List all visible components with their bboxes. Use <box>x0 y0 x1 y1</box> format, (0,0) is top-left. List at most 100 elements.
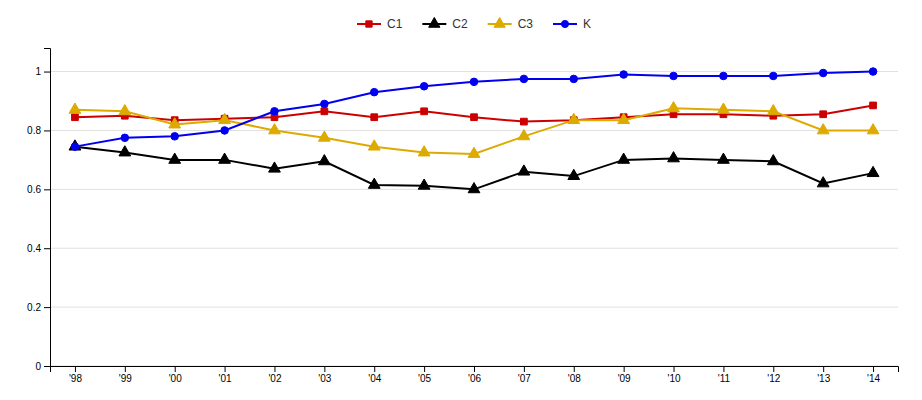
legend-label: C1 <box>387 17 403 31</box>
point <box>620 71 628 79</box>
grid-line <box>50 71 898 72</box>
point <box>221 127 229 135</box>
tick: '13 <box>817 366 830 384</box>
grid-line <box>50 130 898 131</box>
tick: '10 <box>668 366 681 384</box>
tick: '06 <box>468 366 481 384</box>
tick-label: '07 <box>518 373 531 384</box>
point <box>171 133 179 141</box>
legend-item: K <box>553 17 591 31</box>
point <box>520 75 528 83</box>
plot: 00.20.40.60.81'98'99'00'01'02'03'04'05'0… <box>27 49 898 385</box>
tick-mark <box>424 366 425 372</box>
point <box>269 124 281 134</box>
tick: '08 <box>568 366 581 384</box>
point <box>318 131 330 141</box>
legend-marker <box>561 20 568 27</box>
legend-item: C3 <box>488 17 534 31</box>
point <box>219 113 231 123</box>
point <box>869 68 877 76</box>
tick-label: '06 <box>468 373 481 384</box>
point <box>568 169 580 179</box>
tick: 0.8 <box>27 125 50 136</box>
tick-mark <box>624 366 625 372</box>
tick-mark <box>474 366 475 372</box>
point <box>570 75 578 83</box>
point <box>568 113 580 123</box>
point <box>867 124 879 134</box>
point <box>69 103 81 113</box>
tick: 1 <box>35 66 50 77</box>
tick-label: '08 <box>568 373 581 384</box>
point <box>867 166 879 176</box>
legend-item: C2 <box>422 17 468 31</box>
point <box>670 72 678 80</box>
tick: '98 <box>69 366 82 384</box>
point <box>121 134 129 142</box>
tick: 0.2 <box>27 302 50 313</box>
tick-label: '11 <box>718 373 731 384</box>
tick: '99 <box>119 366 132 384</box>
tick-mark <box>324 366 325 372</box>
point <box>718 103 730 113</box>
point <box>72 114 79 121</box>
tick-label: '05 <box>418 373 431 384</box>
legend-label: C2 <box>452 17 468 31</box>
point <box>820 111 827 118</box>
tick-mark <box>44 189 50 190</box>
tick: '00 <box>169 366 182 384</box>
tick-label: 0.2 <box>27 302 41 313</box>
point <box>521 118 528 125</box>
marks <box>69 68 879 193</box>
x-axis: '98'99'00'01'02'03'04'05'06'07'08'09'10'… <box>51 366 899 384</box>
tick: '07 <box>518 366 531 384</box>
series-line <box>75 72 873 147</box>
legend-label: C3 <box>518 17 534 31</box>
tick: '11 <box>718 366 731 384</box>
tick-mark <box>823 366 824 372</box>
legend-marker <box>494 17 505 27</box>
tick-label: '01 <box>219 373 232 384</box>
y-axis: 0 0.2 0.4 0.6 0.8 1 <box>27 49 50 372</box>
tick: 0.4 <box>27 243 50 254</box>
tick: 0.6 <box>27 184 50 195</box>
tick: '03 <box>318 366 331 384</box>
grid-line <box>50 307 898 308</box>
tick-mark <box>723 366 724 372</box>
tick: 0 <box>35 361 50 372</box>
tick-label: '00 <box>169 373 182 384</box>
tick-mark <box>44 72 50 73</box>
point <box>71 143 79 151</box>
legend-label: K <box>583 17 591 31</box>
tick-label: 0.4 <box>27 243 41 254</box>
point <box>169 153 181 163</box>
tick-mark <box>175 366 176 372</box>
legend-marker <box>429 17 440 27</box>
tick-mark <box>674 366 675 372</box>
tick: '14 <box>867 366 880 384</box>
tick-mark <box>873 366 874 372</box>
legend-marker <box>366 21 372 27</box>
tick-mark <box>75 366 76 372</box>
point <box>169 118 181 128</box>
point <box>370 88 378 96</box>
point <box>371 114 378 121</box>
point <box>518 130 530 140</box>
point <box>468 183 480 193</box>
point <box>368 178 380 188</box>
tick-mark <box>274 366 275 372</box>
point <box>418 179 430 189</box>
point <box>271 108 279 116</box>
tick-label: 0.8 <box>27 125 41 136</box>
point <box>421 108 428 115</box>
tick-mark <box>574 366 575 372</box>
tick-mark <box>374 366 375 372</box>
tick-mark <box>225 366 226 372</box>
point <box>817 177 829 187</box>
series-line <box>75 105 873 121</box>
point <box>767 105 779 115</box>
point <box>471 114 478 121</box>
point <box>718 153 730 163</box>
axis-domain <box>51 367 899 373</box>
tick-label: '10 <box>668 373 681 384</box>
